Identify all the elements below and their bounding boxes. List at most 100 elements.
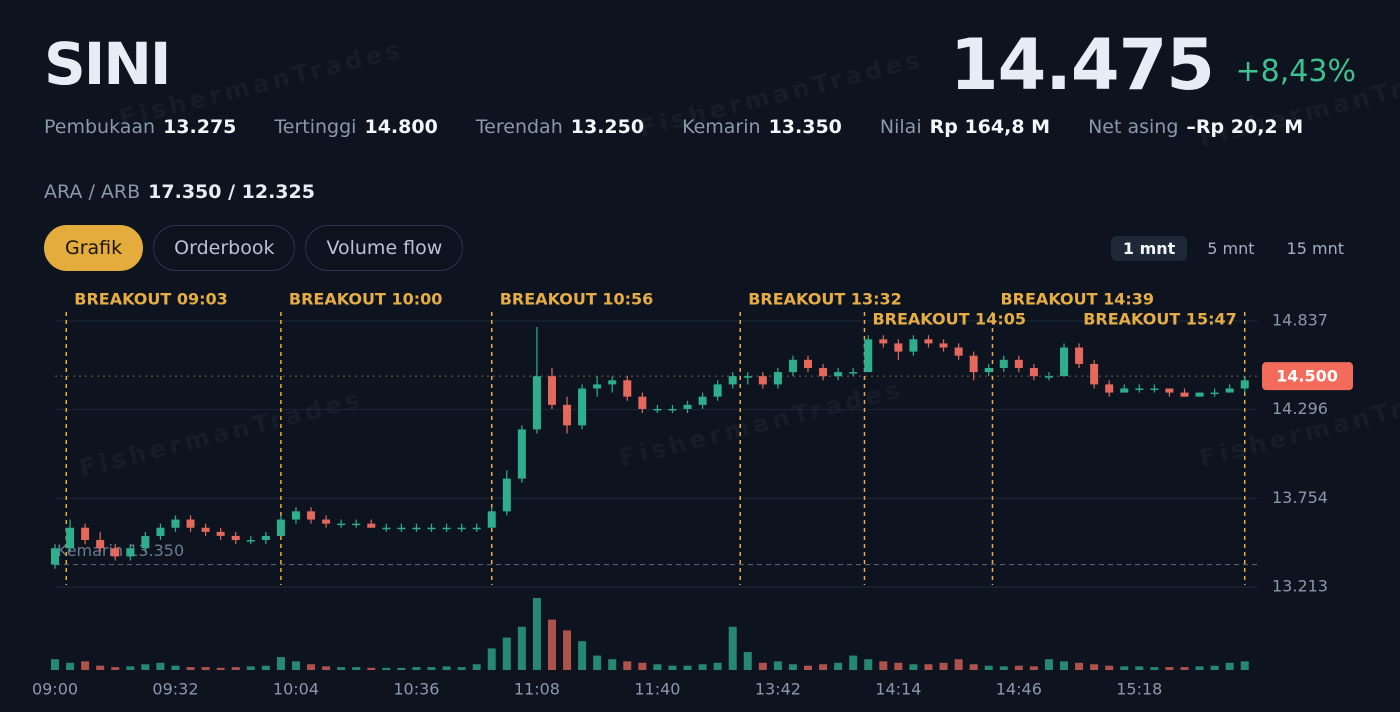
- candle-body: [728, 376, 737, 385]
- timeframe-button[interactable]: 1 mnt: [1110, 236, 1188, 261]
- candle-body: [517, 429, 526, 479]
- volume-bar: [111, 667, 120, 670]
- candle-body: [1029, 367, 1038, 377]
- volume-bar: [1105, 665, 1114, 670]
- candle-body: [246, 540, 255, 542]
- volume-bar: [81, 661, 90, 670]
- candle-body: [216, 531, 225, 536]
- volume-bar: [758, 662, 767, 670]
- volume-bar: [307, 664, 316, 670]
- volume-bar: [502, 637, 511, 670]
- candle-body: [66, 527, 75, 549]
- candle-body: [1044, 376, 1053, 378]
- candle-body: [457, 527, 466, 530]
- volume-bar: [382, 667, 391, 670]
- candle-body: [186, 519, 195, 528]
- volume-bar: [909, 664, 918, 670]
- x-tick-label: 14:46: [996, 680, 1042, 699]
- candle-body: [924, 339, 933, 344]
- last-price: 14.475: [949, 24, 1215, 106]
- candle-body: [96, 540, 105, 549]
- volume-bar: [1014, 665, 1023, 670]
- stat: Kemarin 13.350: [682, 116, 842, 138]
- candle-body: [261, 535, 270, 541]
- stat-label: Net asing: [1088, 116, 1179, 138]
- candle-body: [713, 384, 722, 397]
- volume-bar: [397, 667, 406, 670]
- candle-body: [984, 367, 993, 373]
- x-tick-label: 10:36: [393, 680, 439, 699]
- stat-value: 13.350: [768, 116, 842, 138]
- volume-bar: [638, 662, 647, 670]
- candle-body: [291, 511, 300, 520]
- candle-body: [909, 339, 918, 352]
- volume-bar: [171, 665, 180, 670]
- x-tick-label: 11:08: [514, 680, 560, 699]
- x-tick-label: 15:18: [1116, 680, 1162, 699]
- timeframe-button[interactable]: 15 mnt: [1286, 239, 1344, 258]
- timeframes: 1 mnt 5 mnt 15 mnt: [1110, 236, 1356, 261]
- volume-bar: [1090, 664, 1099, 670]
- volume-bar: [1150, 667, 1159, 670]
- volume-bar: [201, 667, 210, 670]
- stat-label: Tertinggi: [274, 116, 357, 138]
- ara-value: 17.350 / 12.325: [148, 181, 315, 203]
- volume-bar: [337, 667, 346, 670]
- stat-label: Terendah: [475, 116, 563, 138]
- volume-bar: [291, 661, 300, 670]
- volume-bar: [246, 666, 255, 670]
- candle-body: [653, 408, 662, 411]
- candle-body: [111, 548, 120, 557]
- price-change: +8,43%: [1235, 54, 1356, 89]
- x-tick-label: 13:42: [755, 680, 801, 699]
- volume-bar: [698, 664, 707, 670]
- volume-bar: [1195, 666, 1204, 670]
- breakout-label: BREAKOUT 15:47: [1083, 310, 1237, 329]
- volume-bar: [261, 665, 270, 670]
- candle-body: [307, 511, 316, 520]
- volume-bar: [457, 667, 466, 670]
- tab-button[interactable]: Orderbook: [153, 225, 296, 271]
- candle-body: [1165, 388, 1174, 393]
- price-tag: [1262, 362, 1353, 391]
- volume-bar: [668, 665, 677, 670]
- volume-bar: [532, 598, 541, 670]
- candle-body: [743, 376, 752, 378]
- y-tick-label: 14.837: [1272, 310, 1328, 329]
- y-tick-label: 13.754: [1272, 488, 1328, 507]
- tab-button[interactable]: Grafik: [44, 225, 144, 271]
- candle-body: [1210, 392, 1219, 395]
- candle-body: [864, 339, 873, 373]
- candle-body: [563, 404, 572, 426]
- breakout-label: BREAKOUT 13:32: [748, 290, 902, 309]
- candle-body: [367, 523, 376, 528]
- volume-bar: [999, 666, 1008, 670]
- tabs: Grafik Orderbook Volume flow: [44, 225, 464, 271]
- candle-body: [532, 376, 541, 430]
- stat-value: –Rp 20,2 M: [1186, 116, 1304, 138]
- volume-bar: [1075, 662, 1084, 670]
- timeframe-button[interactable]: 5 mnt: [1207, 239, 1255, 258]
- candle-body: [547, 376, 556, 405]
- candle-body: [352, 523, 361, 526]
- candle-body: [397, 527, 406, 530]
- ticker: SINI: [44, 30, 171, 98]
- volume-bar: [322, 666, 331, 670]
- candle-body: [879, 339, 888, 344]
- y-tick-label: 13.213: [1272, 577, 1328, 596]
- volume-bar: [231, 667, 240, 670]
- ara-arb: ARA / ARB 17.350 / 12.325: [44, 181, 315, 203]
- reference-label: Kemarin 13.350: [57, 541, 184, 560]
- price-tag-label: 14.500: [1276, 367, 1338, 386]
- watermark: FishermanTrades: [76, 385, 366, 483]
- candle-body: [502, 478, 511, 512]
- candle-body: [788, 359, 797, 373]
- tab-button[interactable]: Volume flow: [305, 225, 464, 271]
- stat: Tertinggi 14.800: [274, 116, 437, 138]
- volume-bar: [547, 619, 556, 670]
- x-tick-label: 09:32: [152, 680, 198, 699]
- volume-bar: [186, 667, 195, 670]
- x-tick-label: 09:00: [32, 680, 78, 699]
- ara-label: ARA / ARB: [44, 181, 141, 203]
